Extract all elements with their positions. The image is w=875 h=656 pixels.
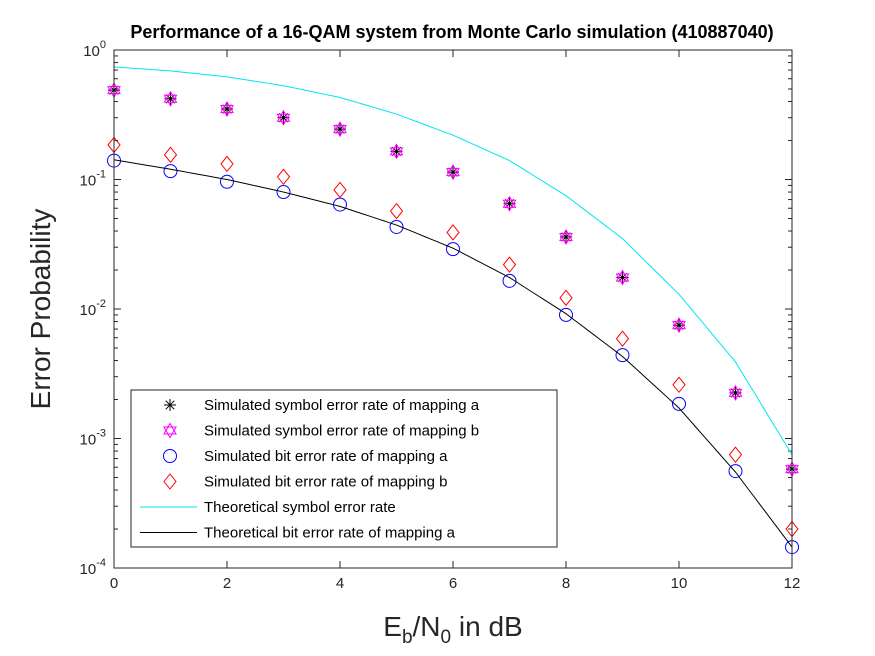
data-point: [446, 224, 460, 241]
data-point: [389, 219, 404, 234]
data-point: [276, 109, 291, 126]
x-axis-label-mid: /N: [413, 611, 441, 642]
data-point: [559, 307, 573, 322]
series-line: [113, 66, 793, 455]
y-tick-label: 10-1: [80, 169, 106, 190]
series-line: [113, 159, 793, 548]
x-axis-label-sub1: b: [402, 627, 413, 648]
data-point: [276, 185, 291, 200]
y-tick-base: 10: [80, 302, 97, 319]
series-3: [107, 136, 799, 538]
legend-entry: Simulated bit error rate of mapping a: [163, 448, 448, 465]
x-axis-label-sub2: 0: [441, 627, 452, 648]
legend-entry: Theoretical bit error rate of mapping a: [140, 525, 456, 542]
legend-marker: [163, 473, 177, 490]
legend-label: Simulated bit error rate of mapping a: [204, 448, 448, 465]
data-point: [502, 256, 517, 273]
data-point: [672, 317, 686, 334]
series-2: [107, 153, 799, 555]
legend-label: Simulated symbol error rate of mapping a: [204, 397, 480, 414]
data-point: [276, 168, 291, 186]
x-tick-label: 8: [562, 575, 570, 592]
data-point: [220, 101, 234, 118]
x-tick-label: 6: [449, 575, 457, 592]
data-point: [615, 330, 630, 347]
y-tick-exponent: -1: [96, 169, 106, 181]
x-axis-label-tail: in dB: [451, 611, 523, 642]
y-tick-exponent: -2: [96, 298, 106, 310]
data-point: [502, 273, 517, 288]
data-point: [163, 146, 178, 164]
data-point: [728, 464, 743, 479]
series-5: [113, 159, 793, 548]
legend-label: Simulated bit error rate of mapping b: [204, 474, 447, 491]
data-point: [615, 348, 630, 363]
legend-marker: [163, 422, 177, 439]
data-point: [163, 90, 178, 107]
data-point: [220, 174, 234, 189]
plot-box: [113, 49, 793, 569]
y-axis-label: Error Probability: [25, 209, 56, 410]
data-point: [163, 164, 178, 179]
legend-label: Simulated symbol error rate of mapping b: [204, 423, 479, 440]
x-tick-label: 0: [110, 575, 118, 592]
data-point: [559, 289, 573, 307]
x-tick-label: 10: [671, 575, 688, 592]
y-tick-base: 10: [83, 43, 100, 60]
x-axis-ticks: 0 2 4 6 8 10 12: [110, 50, 801, 592]
data-point: [728, 446, 743, 463]
data-point: [502, 195, 517, 212]
plot-series: [107, 66, 799, 555]
y-tick-label: 10-2: [80, 298, 106, 319]
y-tick-base: 10: [80, 432, 97, 449]
data-point: [615, 269, 630, 286]
data-point: [389, 202, 404, 220]
series-1: [107, 82, 799, 478]
legend-entry: Theoretical symbol error rate: [140, 499, 396, 516]
data-point: [728, 384, 743, 401]
y-tick-label: 100: [83, 39, 106, 60]
legend-label: Theoretical symbol error rate: [204, 499, 396, 516]
legend-marker: [164, 399, 176, 411]
legend-entry: Simulated symbol error rate of mapping b: [163, 422, 479, 440]
legend-entry: Simulated bit error rate of mapping b: [163, 473, 447, 491]
data-point: [672, 376, 686, 394]
x-tick-label: 12: [784, 575, 801, 592]
data-point: [333, 121, 347, 138]
legend-entry: Simulated symbol error rate of mapping a: [164, 397, 480, 414]
data-point: [672, 396, 686, 411]
series-4: [113, 66, 793, 455]
data-point: [333, 181, 347, 199]
x-axis-label-main: E: [383, 611, 402, 642]
chart-title: Performance of a 16-QAM system from Mont…: [130, 22, 773, 42]
y-tick-exponent: -3: [96, 428, 106, 440]
data-point: [559, 228, 573, 245]
legend-label: Theoretical bit error rate of mapping a: [204, 525, 456, 542]
x-tick-label: 4: [336, 575, 344, 592]
y-tick-exponent: 0: [100, 39, 106, 51]
data-point: [220, 155, 234, 173]
data-point: [446, 164, 460, 181]
y-tick-base: 10: [80, 173, 97, 190]
data-point: [389, 143, 404, 160]
legend: Simulated symbol error rate of mapping a…: [130, 389, 558, 548]
x-tick-label: 2: [223, 575, 231, 592]
y-tick-base: 10: [80, 561, 97, 578]
y-tick-exponent: -4: [96, 557, 106, 569]
legend-box: [130, 389, 558, 548]
data-point: [446, 242, 460, 257]
y-tick-label: 10-3: [80, 428, 106, 449]
y-tick-label: 10-4: [80, 557, 106, 578]
legend-marker: [163, 449, 177, 463]
x-axis-label: Eb/N0 in dB: [383, 611, 522, 648]
